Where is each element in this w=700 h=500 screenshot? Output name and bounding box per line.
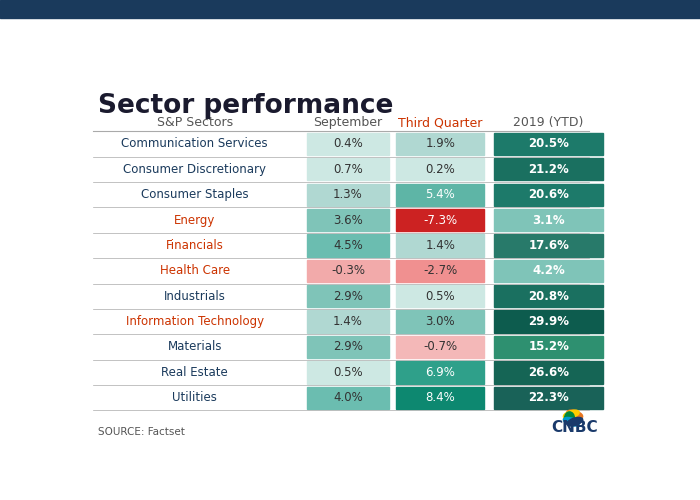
Text: 20.5%: 20.5%	[528, 138, 569, 150]
Bar	[494, 234, 603, 256]
Text: 1.3%: 1.3%	[333, 188, 363, 201]
Text: 3.6%: 3.6%	[333, 214, 363, 226]
Bar	[396, 260, 484, 282]
Bar	[494, 361, 603, 384]
Ellipse shape	[564, 418, 579, 426]
Text: 6.9%: 6.9%	[425, 366, 455, 379]
Text: 8.4%: 8.4%	[425, 391, 455, 404]
Bar	[494, 209, 603, 231]
Text: September: September	[314, 116, 382, 130]
Text: 0.7%: 0.7%	[333, 163, 363, 176]
Text: 3.1%: 3.1%	[532, 214, 565, 226]
Bar	[494, 336, 603, 358]
Text: 0.5%: 0.5%	[333, 366, 363, 379]
Text: -0.3%: -0.3%	[331, 264, 365, 278]
Text: Third Quarter: Third Quarter	[398, 116, 482, 130]
Bar	[307, 234, 389, 256]
Text: Materials: Materials	[167, 340, 222, 353]
Text: 5.4%: 5.4%	[425, 188, 455, 201]
Text: 26.6%: 26.6%	[528, 366, 569, 379]
Bar	[307, 158, 389, 180]
Text: 15.2%: 15.2%	[528, 340, 569, 353]
Text: 20.6%: 20.6%	[528, 188, 569, 201]
Text: 2.9%: 2.9%	[333, 290, 363, 302]
Bar	[396, 386, 484, 409]
Text: 1.4%: 1.4%	[425, 239, 455, 252]
Text: 29.9%: 29.9%	[528, 315, 569, 328]
Text: -7.3%: -7.3%	[423, 214, 457, 226]
Bar	[307, 336, 389, 358]
Text: Communication Services: Communication Services	[121, 138, 268, 150]
Bar	[307, 184, 389, 206]
Text: Real Estate: Real Estate	[161, 366, 228, 379]
Text: 2019 (YTD): 2019 (YTD)	[513, 116, 584, 130]
Ellipse shape	[565, 412, 575, 424]
Text: Industrials: Industrials	[164, 290, 225, 302]
Bar	[494, 158, 603, 180]
Text: 0.4%: 0.4%	[333, 138, 363, 150]
Bar	[494, 285, 603, 308]
Text: 21.2%: 21.2%	[528, 163, 569, 176]
Text: 4.5%: 4.5%	[333, 239, 363, 252]
Bar	[307, 209, 389, 231]
Bar	[307, 260, 389, 282]
Text: 20.8%: 20.8%	[528, 290, 569, 302]
Text: Consumer Discretionary: Consumer Discretionary	[123, 163, 266, 176]
Text: Sector performance: Sector performance	[98, 92, 393, 118]
Bar	[307, 133, 389, 155]
Text: Energy: Energy	[174, 214, 216, 226]
Bar	[396, 133, 484, 155]
Text: Utilities: Utilities	[172, 391, 217, 404]
Text: 0.5%: 0.5%	[426, 290, 455, 302]
Text: Information Technology: Information Technology	[125, 315, 264, 328]
Text: Health Care: Health Care	[160, 264, 230, 278]
Text: 1.4%: 1.4%	[333, 315, 363, 328]
Text: Consumer Staples: Consumer Staples	[141, 188, 248, 201]
Text: S&P Sectors: S&P Sectors	[157, 116, 232, 130]
Text: Financials: Financials	[166, 239, 223, 252]
Text: 3.0%: 3.0%	[426, 315, 455, 328]
Text: -2.7%: -2.7%	[423, 264, 457, 278]
Ellipse shape	[572, 412, 582, 424]
Text: 22.3%: 22.3%	[528, 391, 569, 404]
Text: 4.2%: 4.2%	[532, 264, 565, 278]
Bar	[494, 184, 603, 206]
Ellipse shape	[567, 418, 582, 426]
Bar	[307, 285, 389, 308]
Bar	[307, 361, 389, 384]
Bar	[494, 133, 603, 155]
Text: 2.9%: 2.9%	[333, 340, 363, 353]
Ellipse shape	[567, 410, 582, 418]
Text: CNBC: CNBC	[551, 420, 598, 435]
Text: -0.7%: -0.7%	[423, 340, 457, 353]
Text: 1.9%: 1.9%	[425, 138, 455, 150]
Bar	[396, 285, 484, 308]
Text: 4.0%: 4.0%	[333, 391, 363, 404]
Bar	[396, 234, 484, 256]
Bar	[494, 310, 603, 332]
Bar	[396, 184, 484, 206]
Bar	[396, 361, 484, 384]
Bar	[494, 260, 603, 282]
Bar	[396, 310, 484, 332]
Bar	[396, 209, 484, 231]
Ellipse shape	[564, 410, 579, 418]
Bar	[396, 336, 484, 358]
Text: 0.2%: 0.2%	[425, 163, 455, 176]
Bar	[307, 386, 389, 409]
Text: SOURCE: Factset: SOURCE: Factset	[98, 426, 186, 436]
Bar	[494, 386, 603, 409]
Bar	[307, 310, 389, 332]
Text: 17.6%: 17.6%	[528, 239, 569, 252]
Bar	[396, 158, 484, 180]
